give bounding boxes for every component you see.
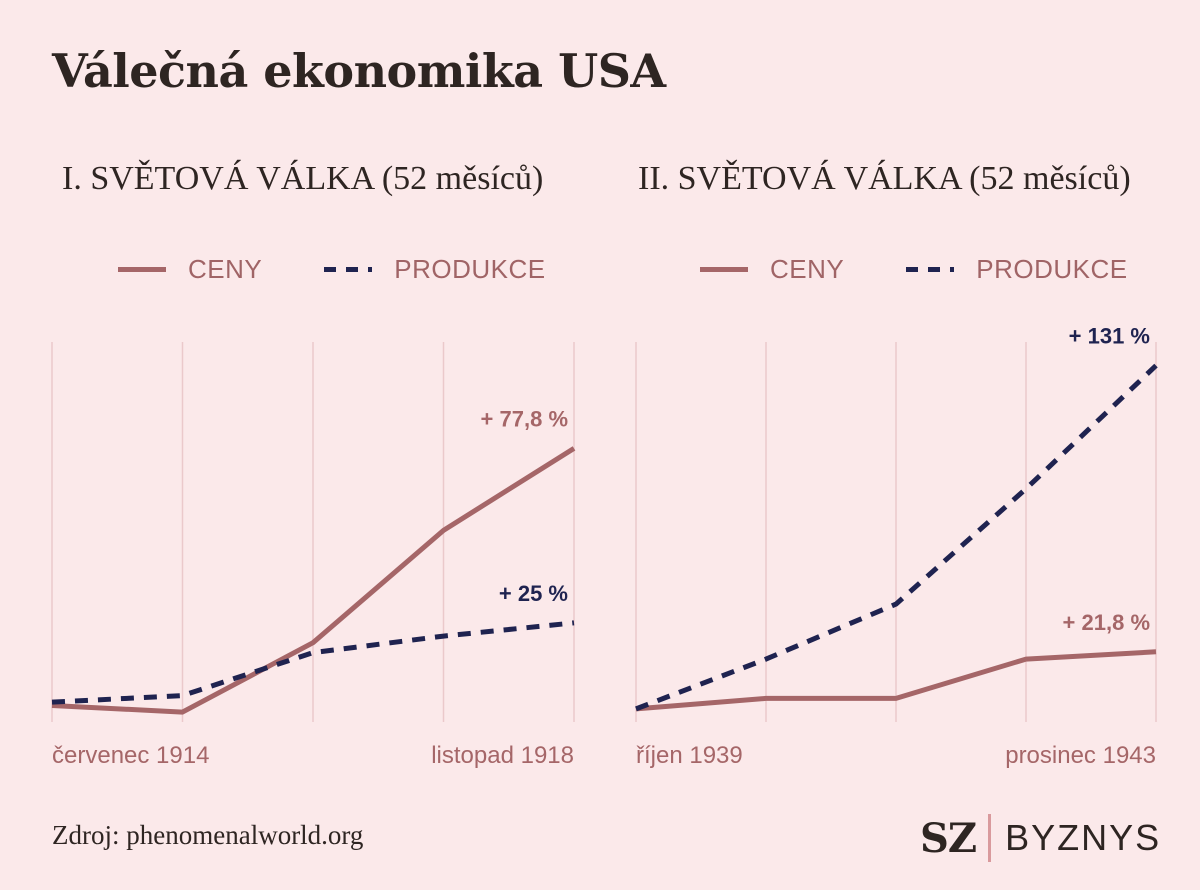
page-title: Válečná ekonomika USA [52, 44, 666, 98]
brand-divider [988, 814, 992, 862]
legend-produkce: PRODUKCE [324, 254, 545, 285]
legend-produkce-label: PRODUKCE [394, 253, 546, 284]
legend-ceny: CENY [700, 254, 844, 285]
series-line-produkce [635, 363, 1158, 712]
data-label-ceny: + 77,8 % [481, 406, 568, 431]
source-note: Zdroj: phenomenalworld.org [52, 820, 364, 850]
series-line-ceny [51, 446, 576, 715]
dashed-line-icon [324, 266, 373, 272]
brand-mark: SZ [920, 814, 977, 862]
series-line-produkce [51, 620, 575, 705]
legend-produkce: PRODUKCE [906, 254, 1127, 285]
x-tick-label: prosinec 1943 [1005, 742, 1156, 769]
legend-ceny-label: CENY [770, 253, 845, 284]
chart-1-title: I. SVĚTOVÁ VÁLKA (52 měsíců) [62, 160, 544, 197]
dashed-line-icon [906, 266, 955, 272]
chart-2-legend: CENY PRODUKCE [700, 252, 1128, 286]
brand-logo: SZ BYZNYS [920, 812, 1161, 864]
legend-produkce-label: PRODUKCE [976, 253, 1128, 284]
data-label-ceny: + 21,8 % [1063, 610, 1150, 635]
x-tick-label: listopad 1918 [431, 742, 574, 769]
chart-2-title: II. SVĚTOVÁ VÁLKA (52 měsíců) [638, 160, 1131, 197]
data-label-produkce: + 25 % [499, 581, 568, 606]
chart-1-legend: CENY PRODUKCE [118, 252, 546, 286]
data-label-produkce: + 131 % [1069, 324, 1150, 349]
solid-line-icon [118, 266, 166, 272]
x-tick-label: červenec 1914 [52, 742, 209, 769]
x-tick-label: říjen 1939 [636, 742, 743, 769]
brand-name: BYZNYS [1005, 817, 1162, 858]
series-line-ceny [635, 649, 1157, 712]
legend-ceny-label: CENY [188, 253, 263, 284]
solid-line-icon [700, 266, 748, 272]
legend-ceny: CENY [118, 254, 262, 285]
